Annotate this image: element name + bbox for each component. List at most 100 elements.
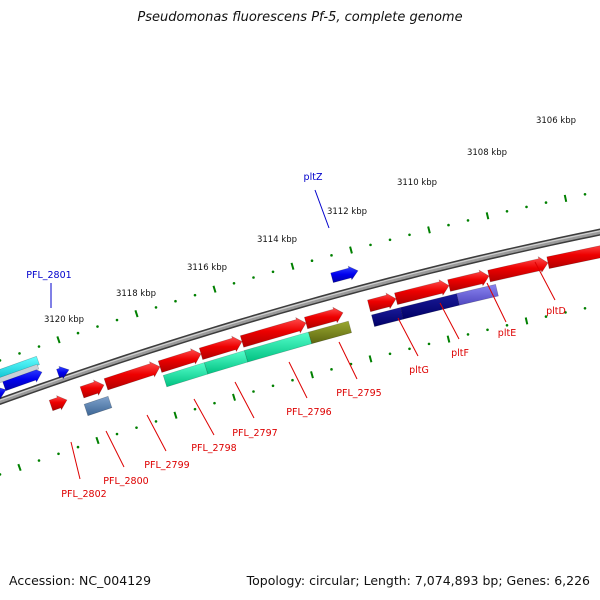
category-bar-teal-2 xyxy=(203,350,249,375)
tick-dot xyxy=(174,299,177,303)
leader-line xyxy=(338,341,358,380)
map-title: Pseudomonas fluorescens Pf-5, complete g… xyxy=(137,10,463,25)
tick-mark xyxy=(134,310,139,318)
category-bar-purple xyxy=(456,284,499,306)
tick-mark xyxy=(427,226,431,234)
tick-dot xyxy=(135,426,138,429)
tick-dot xyxy=(271,270,275,274)
tick-dot xyxy=(232,281,236,285)
tick-label: 3110 kbp xyxy=(397,178,437,188)
tick-dot xyxy=(486,328,489,332)
gene-label: PFL_2799 xyxy=(144,460,189,471)
tick-label: 3108 kbp xyxy=(467,148,507,158)
gene-arrow-pltE xyxy=(487,256,549,283)
tick-mark xyxy=(368,355,373,363)
tick-dot xyxy=(252,276,255,279)
tick-label: 3112 kbp xyxy=(327,207,367,217)
leader-line xyxy=(146,414,167,452)
tick-label: 3120 kbp xyxy=(44,315,84,325)
leader-line xyxy=(70,441,81,480)
leader-line xyxy=(288,361,308,399)
tick-dot xyxy=(0,473,2,476)
gene-label: PFL_2797 xyxy=(232,428,277,439)
tick-label: 3116 kbp xyxy=(187,263,227,273)
gene-label: PFL_2800 xyxy=(103,476,148,487)
tick-mark xyxy=(563,194,568,203)
category-bar-steel xyxy=(83,395,113,417)
tick-mark xyxy=(212,285,217,293)
tick-dot xyxy=(154,306,158,309)
gene-label: PFL_2801 xyxy=(26,270,71,281)
tick-dot xyxy=(154,420,158,423)
backbone-ring xyxy=(0,228,600,406)
gene-label: PFL_2795 xyxy=(336,388,381,399)
tick-dot xyxy=(525,205,528,209)
leader-line xyxy=(439,302,460,340)
tick-dot xyxy=(76,445,80,449)
tick-dot xyxy=(388,238,392,242)
tick-mark xyxy=(232,393,236,401)
tick-mark xyxy=(17,463,22,472)
tick-dot xyxy=(583,192,587,196)
tick-dot xyxy=(271,384,275,388)
tick-dot xyxy=(96,325,99,328)
tick-mark xyxy=(485,212,490,220)
gene-arrow-pltF xyxy=(447,269,490,292)
gene-label: pltZ xyxy=(304,172,323,183)
tick-dot xyxy=(369,243,372,247)
tick-dot xyxy=(193,407,197,411)
tick-dot xyxy=(330,368,333,371)
tick-dot xyxy=(388,352,392,356)
leader-line xyxy=(105,430,125,468)
tick-dot xyxy=(408,347,411,351)
tick-dot xyxy=(115,432,119,436)
gene-label: pltG xyxy=(409,365,429,376)
tick-dot xyxy=(505,323,509,327)
category-bar-olive xyxy=(308,320,352,345)
tick-label: 3114 kbp xyxy=(257,235,297,245)
gene-label: PFL_2796 xyxy=(286,407,331,418)
tick-mark xyxy=(349,246,353,254)
tick-dot xyxy=(0,359,2,362)
tick-mark xyxy=(446,335,451,343)
tick-dot xyxy=(310,259,314,263)
gene-arrow-pltD xyxy=(546,242,600,269)
leader-line xyxy=(486,282,507,323)
tick-dot xyxy=(252,390,255,393)
gene-arrow-pltG xyxy=(394,279,450,305)
gene-label: PFL_2802 xyxy=(61,489,106,500)
tick-dot xyxy=(115,318,119,322)
leader-line xyxy=(234,381,255,419)
gene-label: PFL_2798 xyxy=(191,443,236,454)
gene-arrow-small-blue xyxy=(56,365,70,380)
leader-line xyxy=(314,189,330,229)
gene-label: pltE xyxy=(498,328,516,339)
tick-dot xyxy=(447,223,450,227)
gene-arrow-edge-blue xyxy=(0,387,7,400)
tick-dot xyxy=(213,401,216,405)
tick-label: 3106 kbp xyxy=(536,116,576,126)
category-bar-navy-2 xyxy=(400,293,460,320)
leader-line xyxy=(397,317,419,357)
gene-arrow-PFL_2802 xyxy=(48,395,68,412)
tick-dot xyxy=(466,219,470,222)
tick-dot xyxy=(330,254,333,257)
tick-mark xyxy=(173,411,178,419)
tick-dot xyxy=(564,311,567,314)
tick-dot xyxy=(76,331,80,335)
gene-arrow-PFL_2797 xyxy=(198,335,243,360)
tick-label: 3118 kbp xyxy=(116,289,156,299)
tick-mark xyxy=(95,436,100,445)
genome-summary-text: Topology: circular; Length: 7,074,893 bp… xyxy=(246,573,590,588)
tick-dot xyxy=(291,378,294,382)
leader-line xyxy=(534,261,556,301)
tick-dot xyxy=(427,342,431,346)
gene-arrow-PFL_2798 xyxy=(157,348,202,373)
category-bar-grey xyxy=(0,363,40,384)
category-bar-teal-3 xyxy=(162,362,209,388)
tick-dot xyxy=(193,293,197,297)
gene-arrow-PFL_2796 xyxy=(239,317,307,348)
category-bar-teal xyxy=(243,331,313,363)
tick-dot xyxy=(466,333,470,336)
tick-dot xyxy=(18,352,21,355)
